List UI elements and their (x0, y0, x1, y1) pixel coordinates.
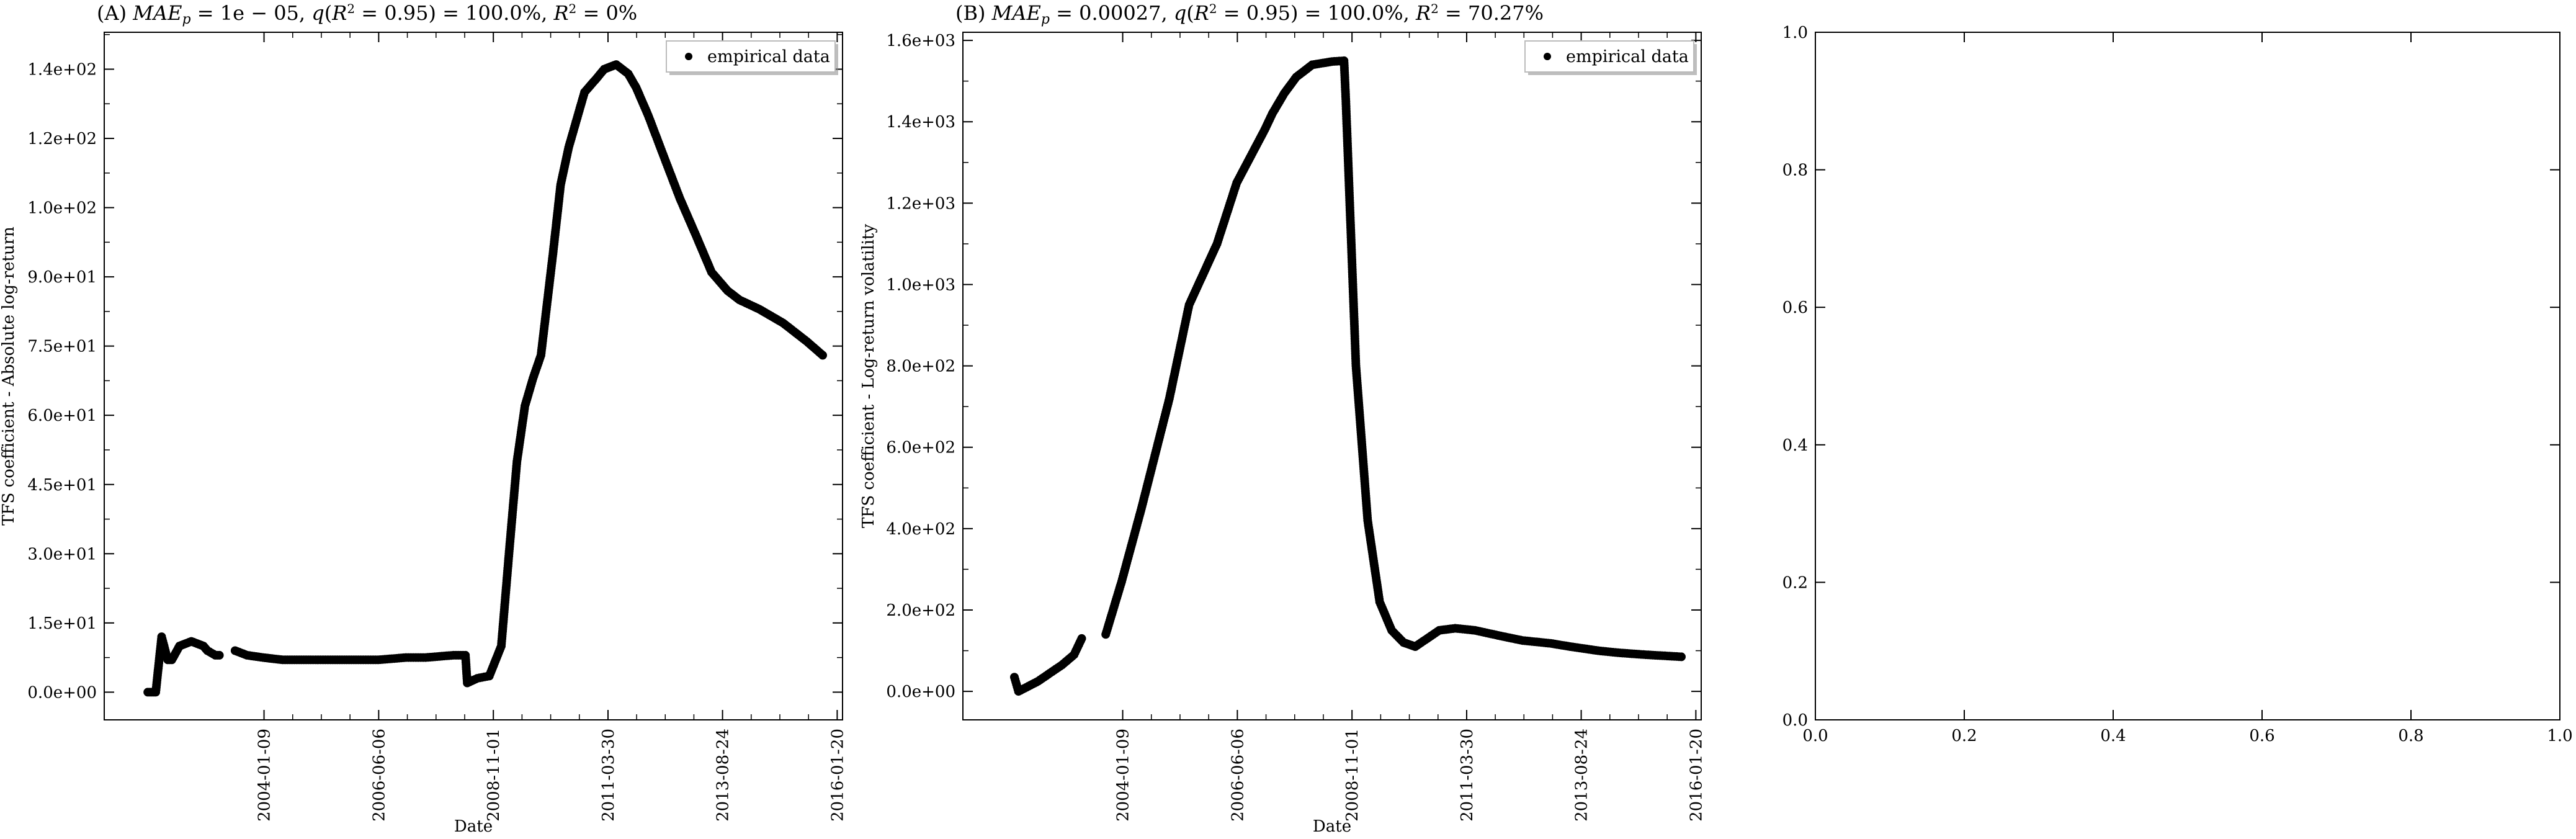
data-segment-0 (1010, 634, 1086, 696)
y-tick-label: 1.4e+03 (886, 113, 955, 132)
y-tick-label: 1.5e+01 (27, 614, 97, 633)
y-tick-label: 0.0 (1782, 711, 1808, 730)
plot-frame (104, 32, 843, 720)
x-tick-label: 1.0 (2547, 727, 2572, 745)
y-tick-label: 1.0 (1782, 24, 1808, 42)
y-axis-title: TFS coefficient - Log-return volatility (859, 224, 878, 528)
y-tick-label: 0.0e+00 (886, 683, 955, 701)
x-tick-label: 2004-01-09 (1114, 729, 1133, 822)
data-point (1077, 634, 1086, 643)
y-tick-label: 2.0e+02 (886, 601, 955, 620)
y-tick-label: 4.0e+02 (886, 520, 955, 539)
series-0 (143, 60, 827, 697)
legend-marker (1544, 53, 1551, 60)
y-tick-label: 1.2e+03 (886, 194, 955, 213)
y-tick-label: 0.4 (1782, 436, 1808, 455)
data-segment-1 (230, 60, 827, 688)
y-tick-label: 0.2 (1782, 573, 1808, 592)
x-tick-label: 2008-11-01 (485, 729, 503, 822)
chart-panel-a: 0.0e+00 1.5e+01 3.0e+01 4.5e+01 6.0e+01 7.5e+… (0, 1, 847, 836)
y-tick-label: 1.4e+02 (27, 60, 97, 79)
y-tick-label: 1.0e+02 (27, 199, 97, 218)
data-point (1677, 652, 1686, 662)
legend-label: empirical data (1566, 47, 1689, 66)
x-tick-label: 2011-03-30 (599, 729, 618, 822)
legend-box (666, 40, 836, 73)
data-segment-0 (143, 632, 224, 697)
y-axis-title: TFS coefficient - Absolute log-return (0, 227, 18, 526)
y-tick-label: 6.0e+02 (886, 439, 955, 457)
y-tick-label: 4.5e+01 (27, 476, 97, 495)
legend-box (1524, 40, 1694, 73)
data-point (818, 351, 827, 360)
legend: empirical data (666, 40, 838, 75)
y-tick-label: 6.0e+01 (27, 406, 97, 425)
y-tick-label: 8.0e+02 (886, 357, 955, 376)
y-tick-label: 9.0e+01 (27, 268, 97, 287)
legend-marker (685, 53, 692, 60)
x-tick-label: 2013-08-24 (714, 729, 733, 822)
x-tick-label: 2016-01-20 (1687, 729, 1706, 822)
x-tick-label: 2011-03-30 (1458, 729, 1477, 822)
x-tick-label: 2008-11-01 (1343, 729, 1362, 822)
chart-panel-c: 0.0 0.2 0.4 0.6 0.8 1.0 0.0 0.2 0.4 0.6 0.8 1.0 (1782, 24, 2573, 745)
plot-frame (962, 32, 1702, 720)
x-tick-label: 0.6 (2249, 727, 2274, 745)
y-tick-label: 7.5e+01 (27, 338, 97, 356)
x-tick-label: 0.8 (2398, 727, 2423, 745)
panel-title: (A) MAE_p = 1e − 05, q(R² = 0.95) = 100.… (97, 1, 637, 27)
y-tick-label: 3.0e+01 (27, 545, 97, 563)
chart-panel-b: 0.0e+00 2.0e+02 4.0e+02 6.0e+02 8.0e+02 1.0e+… (859, 1, 1706, 836)
y-tick-label: 0.8 (1782, 161, 1808, 180)
x-axis-title: Date (454, 817, 493, 836)
x-tick-label: 0.2 (1951, 727, 1977, 745)
x-tick-label: 2004-01-09 (256, 729, 274, 822)
x-tick-label: 2016-01-20 (828, 729, 847, 822)
x-tick-label: 2006-06-06 (370, 729, 388, 822)
y-tick-label: 1.2e+02 (27, 130, 97, 148)
legend: empirical data (1524, 40, 1697, 75)
x-axis-title: Date (1313, 817, 1351, 836)
data-segment-1 (1101, 56, 1686, 662)
y-tick-label: 1.0e+03 (886, 276, 955, 294)
plot-frame (1815, 32, 2560, 720)
data-point (215, 650, 224, 660)
y-tick-label: 1.6e+03 (886, 32, 955, 50)
y-tick-label: 0.0e+00 (27, 683, 97, 702)
x-tick-label: 2013-08-24 (1573, 729, 1591, 822)
panel-title: (B) MAE_p = 0.00027, q(R² = 0.95) = 100.… (955, 1, 1544, 27)
legend-label: empirical data (707, 47, 830, 66)
series-0 (1010, 56, 1686, 696)
x-tick-label: 0.4 (2100, 727, 2126, 745)
x-tick-label: 0.0 (1802, 727, 1828, 745)
x-tick-label: 2006-06-06 (1228, 729, 1247, 822)
y-tick-label: 0.6 (1782, 298, 1808, 317)
